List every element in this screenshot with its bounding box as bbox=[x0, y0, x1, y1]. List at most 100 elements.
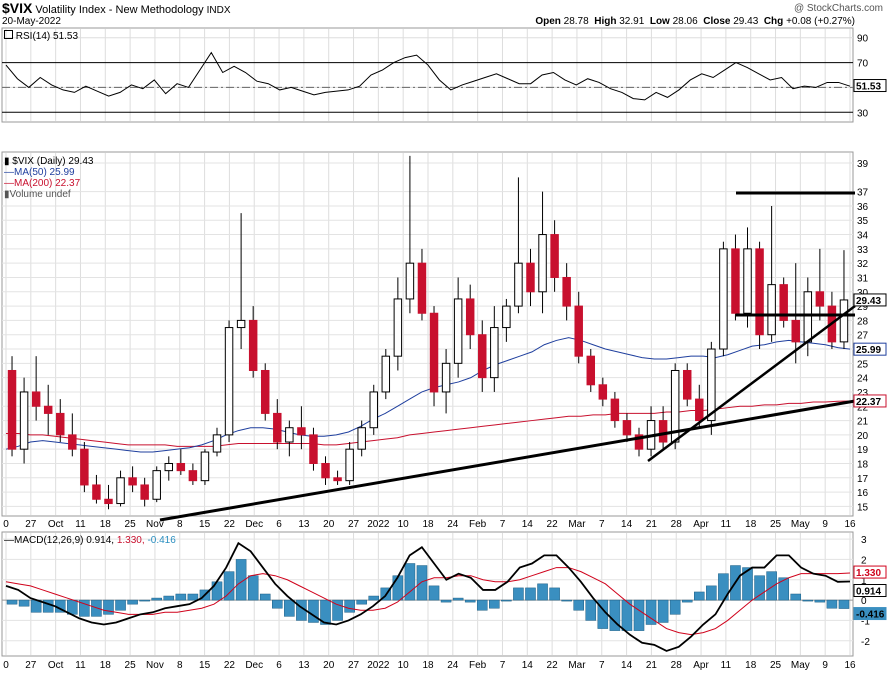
macd-histogram-bar bbox=[573, 599, 584, 611]
macd-histogram-bar bbox=[6, 599, 18, 605]
price-x-tick-label: 0 bbox=[3, 519, 9, 530]
macd-histogram-bar bbox=[464, 599, 476, 603]
candle-legend-icon: ▮ bbox=[4, 156, 10, 167]
up-candle bbox=[514, 262, 523, 307]
macd-y-tick-label: 2 bbox=[861, 555, 867, 566]
macd-x-tick-label: 10 bbox=[398, 660, 410, 671]
macd-signal-badge: 1.330 bbox=[853, 565, 887, 579]
price-x-tick-label: 14 bbox=[621, 519, 633, 530]
macd-signal-badge-box bbox=[853, 565, 887, 579]
chart-title-row: $VIX Volatility Index - New Methodology … bbox=[2, 0, 231, 16]
price-x-tick-label: 9 bbox=[822, 519, 828, 530]
trendlines bbox=[159, 191, 856, 522]
price-x-tick-label: 7 bbox=[500, 519, 506, 530]
down-candle bbox=[188, 470, 198, 482]
down-candle bbox=[140, 484, 149, 500]
macd-hist-badge-box bbox=[853, 607, 887, 621]
macd-histogram-bar bbox=[585, 599, 597, 621]
up-candle bbox=[502, 305, 511, 329]
macd-histogram-bar bbox=[476, 599, 488, 611]
macd-line bbox=[5, 541, 851, 652]
price-x-tick-label: 14 bbox=[522, 519, 534, 530]
price-x-tick-label: 24 bbox=[447, 519, 459, 530]
macd-histogram-bar bbox=[525, 587, 536, 601]
rsi-value-badge: 51.53 bbox=[853, 79, 887, 93]
macd-x-tick-label: 18 bbox=[745, 660, 757, 671]
macd-histogram-bar bbox=[163, 595, 175, 601]
down-candle bbox=[562, 276, 571, 307]
close-value-badge-box bbox=[853, 293, 887, 307]
price-x-tick-label: 20 bbox=[323, 519, 335, 530]
macd-histogram-bar bbox=[790, 593, 802, 601]
macd-x-tick-label: 28 bbox=[671, 660, 683, 671]
rsi-value-badge-text: 51.53 bbox=[856, 82, 881, 93]
macd-histogram-bar bbox=[356, 599, 367, 605]
price-y-tick-label: 22 bbox=[857, 402, 869, 413]
down-candle bbox=[56, 412, 65, 436]
ma200-value-badge-box bbox=[853, 394, 887, 408]
ohlc-readout: Open 28.78 High 32.91 Low 28.06 Close 29… bbox=[535, 16, 855, 27]
macd-x-tick-label: 14 bbox=[522, 660, 534, 671]
macd-x-tick-label: 24 bbox=[447, 660, 459, 671]
price-x-tick-label: 22 bbox=[224, 519, 236, 530]
macd-histogram-bar bbox=[778, 577, 789, 601]
price-legend: ▮ $VIX (Daily) 29.43 —MA(50) 25.99 —MA(2… bbox=[4, 156, 94, 200]
down-candle bbox=[128, 477, 137, 486]
price-x-tick-label: 28 bbox=[671, 519, 683, 530]
macd-x-tick-label: 18 bbox=[100, 660, 112, 671]
down-candle bbox=[321, 462, 330, 479]
macd-x-tick-label: 27 bbox=[348, 660, 360, 671]
macd-histogram-bar bbox=[332, 599, 343, 621]
rsi-chart bbox=[5, 51, 851, 101]
macd-x-tick-label: Dec bbox=[245, 660, 263, 671]
macd-histogram-bar bbox=[633, 599, 645, 631]
price-x-tick-label: 27 bbox=[348, 519, 360, 530]
open-value: 28.78 bbox=[563, 16, 589, 27]
price-x-tick-label: 18 bbox=[745, 519, 757, 530]
up-candle bbox=[116, 477, 125, 505]
macd-histogram-bar bbox=[428, 585, 440, 601]
down-candle bbox=[68, 434, 77, 450]
ma50-legend-icon: — bbox=[4, 167, 14, 178]
macd-x-tick-label: Feb bbox=[469, 660, 487, 671]
macd-x-tick-label: Oct bbox=[48, 660, 64, 671]
macd-histogram-bar bbox=[501, 599, 512, 602]
price-x-tick-label: 15 bbox=[199, 519, 211, 530]
macd-histogram-bar bbox=[669, 599, 681, 615]
ma200-value-badge: 22.37 bbox=[853, 394, 887, 408]
price-y-tick-label: 35 bbox=[857, 216, 869, 227]
up-candle bbox=[767, 284, 776, 336]
macd-histogram-bar bbox=[754, 575, 765, 601]
macd-histogram-bar bbox=[802, 599, 814, 602]
chart-date: 20-May-2022 bbox=[2, 16, 61, 27]
price-x-tick-label: 6 bbox=[276, 519, 282, 530]
price-x-tick-label: 22 bbox=[547, 519, 559, 530]
macd-histogram-bar bbox=[609, 599, 621, 631]
macd-x-tick-label: 9 bbox=[822, 660, 828, 671]
macd-histogram-bar bbox=[694, 591, 705, 601]
price-y-tick-label: 36 bbox=[857, 202, 869, 213]
down-candle bbox=[550, 234, 559, 278]
up-candle bbox=[224, 327, 234, 436]
rsi-y-tick-label: 70 bbox=[857, 59, 869, 70]
macd-x-tick-label: 0 bbox=[3, 660, 9, 671]
down-candle bbox=[622, 420, 632, 436]
macd-x-tick-label: 11 bbox=[721, 660, 732, 671]
price-x-tick-label: Feb bbox=[469, 519, 487, 530]
price-y-tick-label: 32 bbox=[857, 259, 869, 270]
down-candle bbox=[695, 398, 704, 422]
macd-x-tick-label: 22 bbox=[547, 660, 559, 671]
macd-x-tick-label: 14 bbox=[621, 660, 633, 671]
macd-histogram-bar bbox=[235, 559, 247, 601]
macd-histogram-bar bbox=[621, 599, 633, 631]
macd-y-tick-label: 3 bbox=[861, 535, 867, 546]
price-y-tick-label: 18 bbox=[857, 459, 869, 470]
price-y-tick-label: 20 bbox=[857, 431, 869, 442]
up-candle bbox=[381, 355, 391, 393]
index-title: Volatility Index - New Methodology bbox=[35, 4, 204, 16]
macd-histogram-bar bbox=[272, 599, 283, 609]
macd-signal-line bbox=[5, 567, 851, 636]
price-x-tick-label: Nov bbox=[146, 519, 164, 530]
ma50-value-badge: 25.99 bbox=[853, 342, 887, 356]
up-candle bbox=[212, 434, 222, 453]
